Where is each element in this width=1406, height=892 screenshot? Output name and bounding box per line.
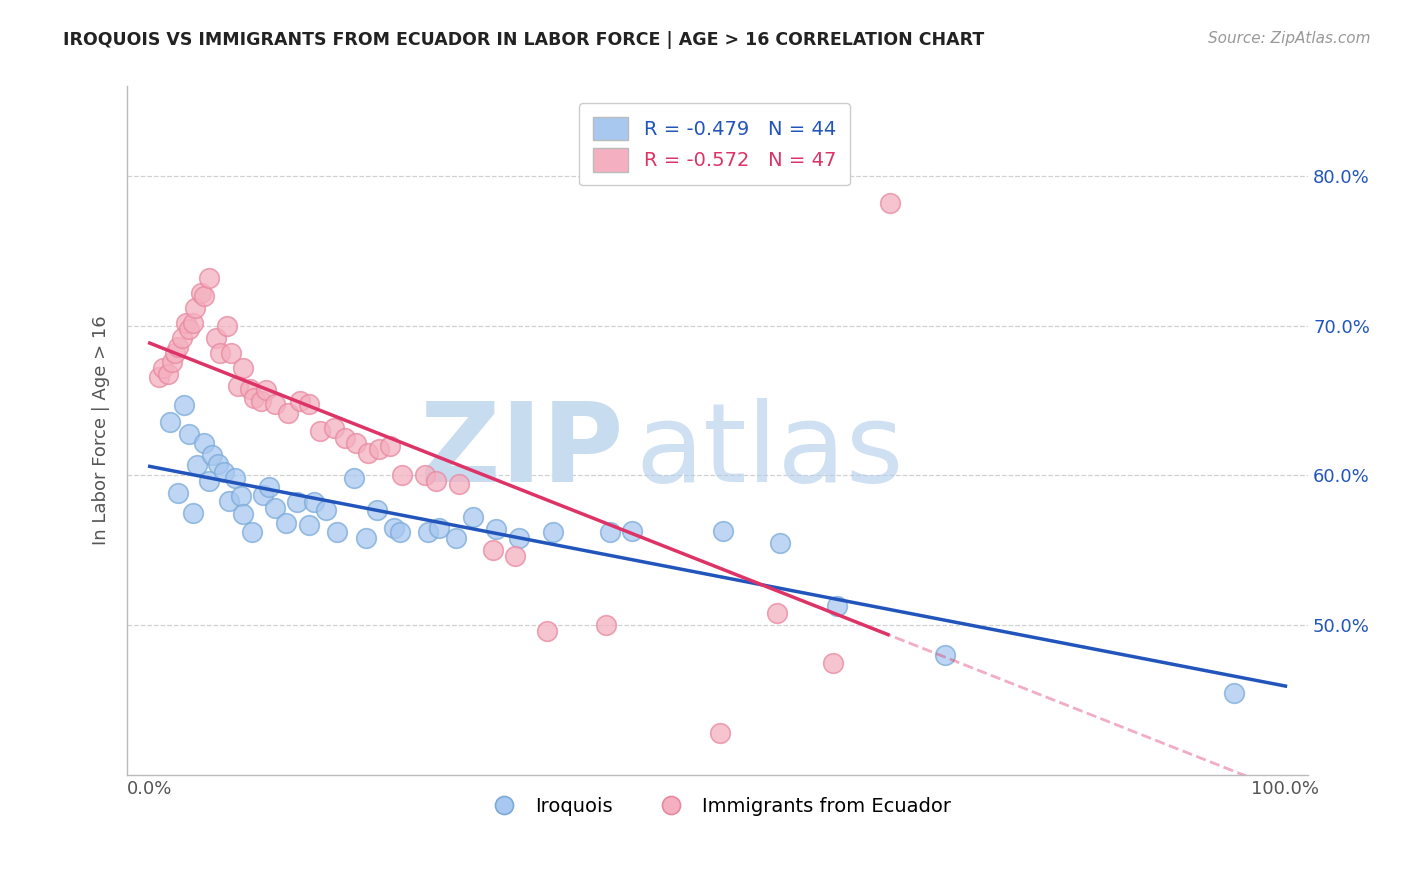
Point <box>343 471 366 485</box>
Point <box>162 355 184 369</box>
Point <box>243 391 266 405</box>
Point <box>463 510 485 524</box>
Point <box>221 345 243 359</box>
Point <box>250 393 273 408</box>
Point <box>156 367 179 381</box>
Point <box>263 397 285 411</box>
Point <box>274 516 297 531</box>
Point <box>485 522 508 536</box>
Point <box>391 468 413 483</box>
Point <box>193 289 215 303</box>
Text: ZIP: ZIP <box>420 398 623 505</box>
Point <box>229 490 252 504</box>
Point <box>190 285 212 300</box>
Point <box>181 316 204 330</box>
Text: Source: ZipAtlas.com: Source: ZipAtlas.com <box>1208 31 1371 46</box>
Point <box>277 406 299 420</box>
Point <box>366 503 388 517</box>
Point <box>159 415 181 429</box>
Point <box>224 471 246 485</box>
Point <box>823 656 845 670</box>
Point <box>416 525 439 540</box>
Point <box>309 424 332 438</box>
Point <box>167 340 190 354</box>
Point <box>263 501 285 516</box>
Point <box>148 369 170 384</box>
Point <box>505 549 527 564</box>
Point <box>209 345 232 359</box>
Point <box>163 345 186 359</box>
Point <box>536 624 558 639</box>
Point <box>769 536 792 550</box>
Point <box>1223 685 1246 699</box>
Point <box>481 543 503 558</box>
Y-axis label: In Labor Force | Age > 16: In Labor Force | Age > 16 <box>93 316 110 545</box>
Point <box>179 322 201 336</box>
Point <box>232 508 254 522</box>
Point <box>344 435 367 450</box>
Point <box>252 488 274 502</box>
Point <box>207 457 229 471</box>
Point <box>186 458 208 472</box>
Point <box>232 360 254 375</box>
Point <box>215 318 238 333</box>
Point <box>170 331 193 345</box>
Point <box>413 468 436 483</box>
Point <box>425 475 447 489</box>
Point <box>226 378 249 392</box>
Point <box>204 331 226 345</box>
Point <box>304 495 326 509</box>
Point <box>709 726 731 740</box>
Point <box>193 435 215 450</box>
Point <box>765 606 787 620</box>
Point <box>934 648 956 662</box>
Point <box>173 398 195 412</box>
Point <box>239 382 262 396</box>
Point <box>152 360 174 375</box>
Point <box>595 618 617 632</box>
Point <box>354 532 377 546</box>
Point <box>257 480 280 494</box>
Point <box>427 521 450 535</box>
Point <box>167 486 190 500</box>
Point <box>825 599 848 613</box>
Point <box>599 525 621 540</box>
Legend: Iroquois, Immigrants from Ecuador: Iroquois, Immigrants from Ecuador <box>477 789 959 823</box>
Point <box>382 521 405 535</box>
Point <box>179 426 201 441</box>
Point <box>218 494 240 508</box>
Point <box>298 517 321 532</box>
Point <box>357 446 380 460</box>
Point <box>368 442 391 456</box>
Point <box>181 506 204 520</box>
Point <box>326 525 349 540</box>
Point <box>174 316 197 330</box>
Point <box>447 477 470 491</box>
Point <box>388 525 411 540</box>
Point <box>322 420 344 434</box>
Point <box>333 431 356 445</box>
Text: atlas: atlas <box>636 398 904 505</box>
Point <box>380 439 402 453</box>
Point <box>212 466 235 480</box>
Point <box>298 397 321 411</box>
Point <box>711 524 734 538</box>
Point <box>240 525 263 540</box>
Point <box>197 475 219 489</box>
Point <box>184 301 207 315</box>
Point <box>621 524 644 538</box>
Point <box>446 532 468 546</box>
Point <box>285 495 308 509</box>
Text: IROQUOIS VS IMMIGRANTS FROM ECUADOR IN LABOR FORCE | AGE > 16 CORRELATION CHART: IROQUOIS VS IMMIGRANTS FROM ECUADOR IN L… <box>63 31 984 49</box>
Point <box>541 525 564 540</box>
Point <box>879 196 901 211</box>
Point <box>508 532 530 546</box>
Point <box>201 448 224 462</box>
Point <box>254 383 277 397</box>
Point <box>288 393 311 408</box>
Point <box>197 271 219 285</box>
Point <box>315 503 337 517</box>
